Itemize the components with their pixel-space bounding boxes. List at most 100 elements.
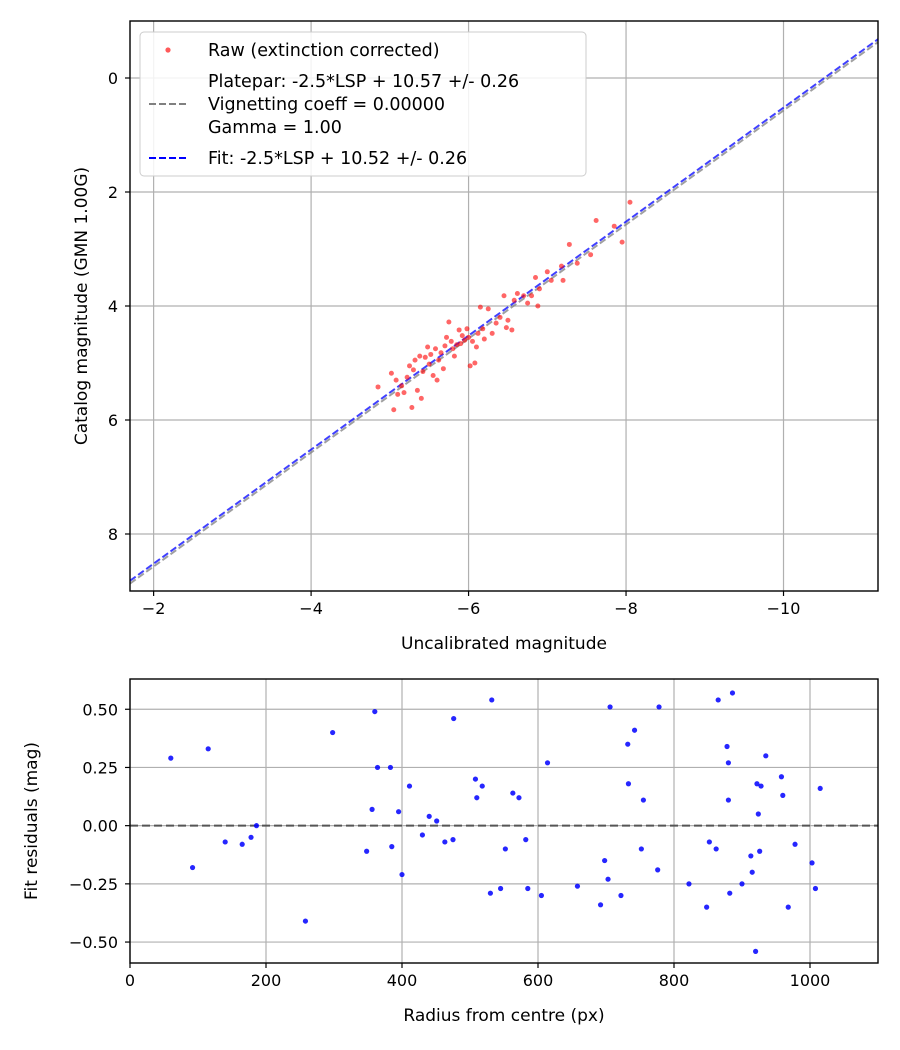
legend-platepar-line-2: Vignetting coeff = 0.00000: [208, 95, 445, 115]
top-y-tick-label: 4: [108, 297, 118, 316]
residual-point: [618, 892, 624, 899]
top-ticks: −2 −4 −6 −8 −10 0 2 4 6 8: [108, 69, 801, 618]
raw-star-point: [434, 377, 440, 383]
residual-point: [302, 918, 309, 924]
bottom-axes-frame: [129, 678, 879, 964]
residual-point: [239, 841, 245, 847]
residual-point: [749, 869, 755, 875]
residual-point: [525, 885, 531, 892]
raw-star-point: [548, 277, 554, 283]
raw-star-point: [438, 350, 444, 356]
top-y-axis-label: Catalog magnitude (GMN 1.00G): [72, 167, 92, 445]
residual-point: [754, 781, 760, 787]
residual-point: [205, 746, 211, 752]
raw-star-point: [493, 320, 499, 326]
residual-point: [389, 844, 395, 850]
raw-star-point: [436, 357, 442, 363]
platepar-line: [130, 41, 878, 585]
raw-star-point: [525, 300, 531, 306]
raw-star-point: [448, 338, 454, 344]
legend-box: [139, 31, 587, 177]
top-y-tick-label: 8: [108, 525, 118, 544]
residual-point: [638, 846, 644, 852]
legend-raw-label: Raw (extinction corrected): [208, 41, 440, 61]
raw-star-point: [536, 286, 542, 292]
residual-point: [451, 715, 457, 722]
raw-star-point: [532, 275, 538, 280]
raw-star-point: [446, 319, 452, 325]
residual-point: [727, 890, 733, 896]
raw-star-point: [509, 327, 515, 333]
bottom-x-tick-label: 800: [659, 971, 690, 990]
residual-point: [516, 795, 522, 801]
residual-point: [607, 704, 613, 710]
raw-star-point: [451, 353, 457, 359]
raw-star-point: [412, 357, 418, 363]
bottom-x-tick-label: 400: [387, 971, 418, 990]
residual-point: [474, 795, 480, 801]
legend-raw-marker: [165, 47, 171, 53]
legend: Raw (extinction corrected) Platepar: -2.…: [139, 31, 587, 177]
residual-point: [724, 743, 730, 750]
raw-star-point: [501, 293, 507, 299]
residual-point: [713, 846, 719, 852]
residual-point: [434, 818, 440, 824]
raw-star-point: [544, 269, 550, 275]
bottom-ticks: 0 200 400 600 800 1000 −0.50 −0.25 0.00 0.25 0.50: [69, 700, 830, 990]
residual-point: [817, 785, 823, 792]
raw-star-point: [481, 336, 487, 342]
residual-point: [763, 753, 769, 759]
residual-point: [631, 727, 638, 733]
raw-star-point: [454, 342, 460, 348]
residual-point: [426, 813, 432, 819]
raw-star-point: [420, 369, 426, 375]
residual-point: [785, 904, 791, 910]
residual-point: [330, 729, 336, 736]
residual-point: [605, 876, 611, 882]
raw-star-point: [485, 306, 491, 312]
raw-star-point: [388, 370, 394, 376]
bottom-y-tick-label: −0.50: [69, 933, 118, 952]
raw-star-point: [574, 260, 580, 266]
bottom-y-tick-label: −0.25: [69, 875, 118, 894]
residual-point: [222, 839, 228, 845]
raw-star-point: [473, 344, 479, 350]
top-x-axis-label: Uncalibrated magnitude: [401, 634, 607, 654]
residual-point: [479, 783, 485, 789]
raw-star-point: [593, 218, 599, 223]
legend-fit-label: Fit: -2.5*LSP + 10.52 +/- 0.26: [208, 149, 467, 169]
raw-star-point: [417, 353, 423, 359]
raw-star-point: [418, 395, 424, 401]
residual-point: [544, 760, 551, 766]
raw-star-point: [414, 387, 420, 393]
residual-point: [655, 867, 661, 873]
top-y-tick-label: 0: [108, 69, 118, 88]
raw-star-point: [467, 363, 473, 369]
residual-point: [372, 708, 378, 715]
residual-point: [748, 853, 754, 859]
raw-star-point: [391, 407, 397, 413]
raw-star-point: [432, 346, 438, 352]
residual-point: [780, 792, 786, 798]
residual-point: [602, 857, 608, 864]
residual-point: [792, 841, 798, 847]
top-x-tick-label: −8: [614, 599, 638, 618]
residual-point: [809, 860, 815, 866]
residual-point: [487, 890, 493, 896]
raw-star-point: [404, 374, 410, 380]
raw-star-point: [440, 366, 446, 372]
residual-point: [715, 697, 721, 703]
residual-point: [472, 776, 479, 782]
residual-point: [450, 837, 456, 843]
residual-point: [374, 764, 381, 771]
residual-point: [442, 839, 448, 845]
raw-star-point: [407, 363, 413, 369]
residual-point: [706, 839, 712, 845]
top-x-tick-label: −6: [457, 599, 481, 618]
raw-star-point: [505, 317, 511, 323]
residual-point: [502, 846, 508, 852]
bottom-x-tick-label: 0: [125, 971, 135, 990]
top-fit-lines: [130, 38, 878, 585]
